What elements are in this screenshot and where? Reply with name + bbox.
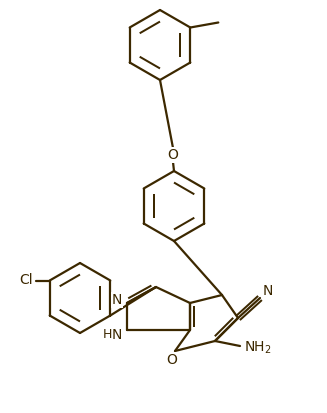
Text: N: N	[112, 293, 122, 307]
Text: N: N	[263, 284, 273, 298]
Text: NH$_2$: NH$_2$	[244, 340, 272, 356]
Text: N: N	[112, 328, 122, 342]
Text: Cl: Cl	[19, 273, 32, 287]
Text: O: O	[167, 148, 179, 162]
Text: H: H	[102, 328, 112, 342]
Text: O: O	[166, 353, 178, 367]
